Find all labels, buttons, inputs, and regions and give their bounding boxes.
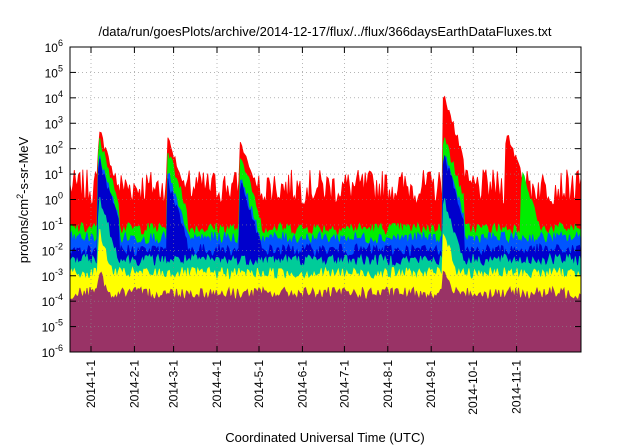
x-tick-label: 2014-11-1 — [510, 360, 524, 414]
y-axis-label: protons/cm2-s-sr-MeV — [15, 136, 31, 263]
series-layer — [69, 95, 582, 353]
x-tick-label: 2014-4-1 — [210, 360, 224, 408]
y-tick-label: 10-1 — [42, 216, 63, 233]
x-tick-label: 2014-9-1 — [424, 360, 438, 408]
y-tick-label: 10-2 — [42, 241, 63, 258]
y-tick-label: 10-5 — [42, 318, 63, 335]
y-tick-label: 101 — [45, 165, 63, 182]
y-tick-label: 10-4 — [42, 292, 63, 309]
y-tick-label: 105 — [45, 63, 63, 80]
y-tick-label: 102 — [45, 140, 63, 157]
y-tick-label: 104 — [45, 89, 63, 106]
grid-layer — [70, 47, 581, 352]
y-tick-label: 106 — [45, 38, 63, 55]
chart-title: /data/run/goesPlots/archive/2014-12-17/f… — [98, 24, 551, 39]
x-tick-label: 2014-10-1 — [466, 360, 480, 415]
y-tick-label: 100 — [45, 191, 63, 208]
x-tick-label: 2014-7-1 — [337, 360, 351, 408]
series-6 — [69, 270, 582, 353]
y-tick-label: 103 — [45, 114, 63, 131]
y-tick-label: 10-3 — [42, 267, 63, 284]
x-axis-label: Coordinated Universal Time (UTC) — [225, 430, 424, 445]
x-tick-label: 2014-1-1 — [84, 360, 98, 408]
y-axis: 10-6 10-5 10-4 10-3 10-2 10-1 100 101 102 103 104 1… — [42, 38, 581, 360]
x-tick-label: 2014-2-1 — [127, 360, 141, 408]
x-tick-label: 2014-8-1 — [381, 360, 395, 408]
x-axis: 2014-1-1 2014-2-1 2014-3-1 2014-4-1 2014-5-1… — [84, 47, 524, 415]
y-tick-label: 10-6 — [42, 343, 63, 360]
x-tick-label: 2014-3-1 — [167, 360, 181, 408]
x-tick-label: 2014-5-1 — [252, 360, 266, 408]
x-tick-label: 2014-6-1 — [295, 360, 309, 408]
